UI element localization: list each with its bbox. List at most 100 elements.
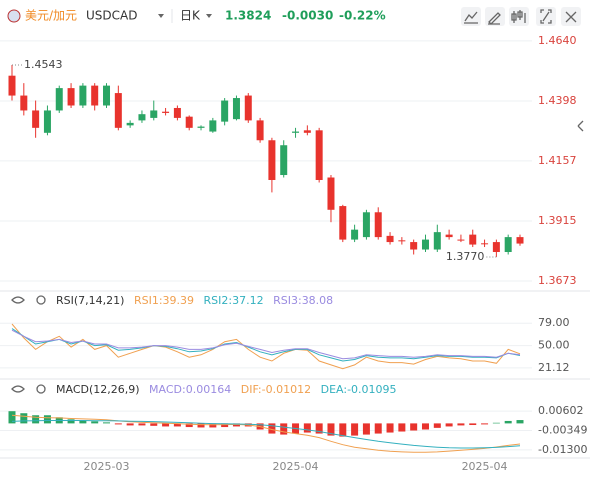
macd-bar (138, 423, 146, 426)
y-tick-label: 21.12 (538, 361, 570, 374)
candle-body (79, 85, 87, 106)
macd-bar (398, 423, 406, 432)
legend-name: DEA: (321, 383, 347, 396)
y-tick-label: 1.4640 (538, 34, 577, 47)
macd-bar (43, 415, 51, 424)
candle-body (185, 116, 193, 128)
collapse-icon[interactable] (577, 120, 584, 132)
candle-body (516, 237, 524, 244)
macd-bar (410, 423, 418, 431)
candle-body (280, 145, 288, 176)
candle-body (398, 240, 406, 242)
pair-name[interactable]: 美元/加元 (25, 9, 77, 23)
candle-body (32, 110, 40, 128)
legend-value: 39.39 (163, 294, 195, 307)
candle-body (103, 85, 111, 106)
candle-body (173, 107, 181, 118)
candle-body (67, 88, 75, 106)
price-change-percent: -0.22% (339, 9, 386, 23)
macd-header: MACD(12,26,9) MACD:0.00164 DIF:-0.01012 … (11, 383, 397, 396)
candle-body (315, 130, 323, 180)
x-tick-label: 2025-03 (84, 460, 130, 473)
macd-bar (386, 423, 394, 433)
legend-name: RSI1: (134, 294, 163, 307)
indicator-icon (464, 11, 478, 24)
macd-bar (232, 423, 240, 427)
candle-body (197, 126, 205, 128)
candle-body (256, 120, 264, 141)
candle-body (138, 114, 146, 121)
chart-type-icon (511, 10, 526, 23)
indicator-title: MACD(12,26,9) (56, 383, 140, 396)
macd-bar (150, 423, 158, 426)
macd-bar (315, 423, 323, 434)
settings-icon[interactable] (36, 384, 46, 394)
macd-bar (126, 423, 134, 426)
candle-body (55, 88, 63, 111)
legend-value: 0.00164 (186, 383, 232, 396)
macd-bar (103, 422, 111, 424)
candle-body (292, 131, 300, 133)
y-tick-label: 50.00 (538, 339, 570, 352)
legend-value: -0.01012 (262, 383, 311, 396)
dropdown-icon[interactable] (206, 14, 212, 18)
macd-bar (445, 423, 453, 427)
macd-bar (221, 423, 229, 428)
candle-body (162, 111, 170, 113)
macd-legend: MACD(12,26,9) MACD:0.00164 DIF:-0.01012 … (56, 383, 397, 396)
annotation-label: 1.3770 (446, 250, 485, 263)
candle-body (8, 75, 16, 96)
macd-bar (374, 423, 382, 434)
macd-bar (162, 423, 170, 427)
y-tick-label: 1.3915 (538, 214, 577, 227)
candle-body (362, 212, 370, 238)
candle-body (327, 177, 335, 210)
candle-body (351, 229, 359, 240)
indicator-title: RSI(7,14,21) (56, 294, 124, 307)
candle-body (150, 110, 158, 118)
macd-bar (209, 423, 217, 428)
period[interactable]: 日K (180, 9, 201, 23)
y-tick-label: 79.00 (538, 316, 570, 329)
legend-name: RSI2: (204, 294, 233, 307)
macd-bar (469, 423, 477, 426)
macd-bar (362, 423, 370, 435)
legend-value: 37.12 (232, 294, 264, 307)
macd-bar (67, 419, 75, 424)
settings-icon[interactable] (36, 295, 46, 305)
candle-body (20, 95, 28, 111)
candle-body (268, 140, 276, 180)
rsi-legend: RSI(7,14,21) RSI1:39.39 RSI2:37.12 RSI3:… (56, 294, 333, 307)
candle-body (504, 237, 512, 253)
legend-name: MACD: (149, 383, 186, 396)
x-tick-label: 2025-04 (462, 460, 508, 473)
candle-body (457, 239, 465, 241)
candle-body (374, 212, 382, 238)
dropdown-icon[interactable] (158, 14, 164, 18)
y-tick-label: -0.01300 (538, 443, 587, 456)
macd-bar (303, 423, 311, 433)
candle-body (410, 242, 418, 250)
legend-name: DIF: (241, 383, 262, 396)
candle-body (91, 85, 99, 106)
candle-body (433, 232, 441, 250)
candle-body (221, 100, 229, 122)
visibility-icon[interactable] (11, 385, 25, 393)
draw-icon (488, 12, 501, 25)
candle-body (303, 130, 311, 133)
y-tick-label: -0.00349 (538, 423, 587, 436)
candle-body (43, 110, 51, 133)
macd-bar (421, 423, 429, 430)
macd-bar (351, 423, 359, 436)
last-price: 1.3824 (225, 9, 271, 23)
candle-body (209, 120, 217, 132)
candle-body (339, 206, 347, 240)
macd-bar (280, 423, 288, 435)
macd-bar (516, 420, 524, 424)
macd-bar (327, 423, 335, 436)
y-tick-label: 1.3673 (538, 274, 577, 287)
symbol[interactable]: USDCAD (86, 9, 137, 23)
visibility-icon[interactable] (11, 296, 25, 304)
toolbar (461, 7, 581, 26)
macd-bar (32, 415, 40, 424)
